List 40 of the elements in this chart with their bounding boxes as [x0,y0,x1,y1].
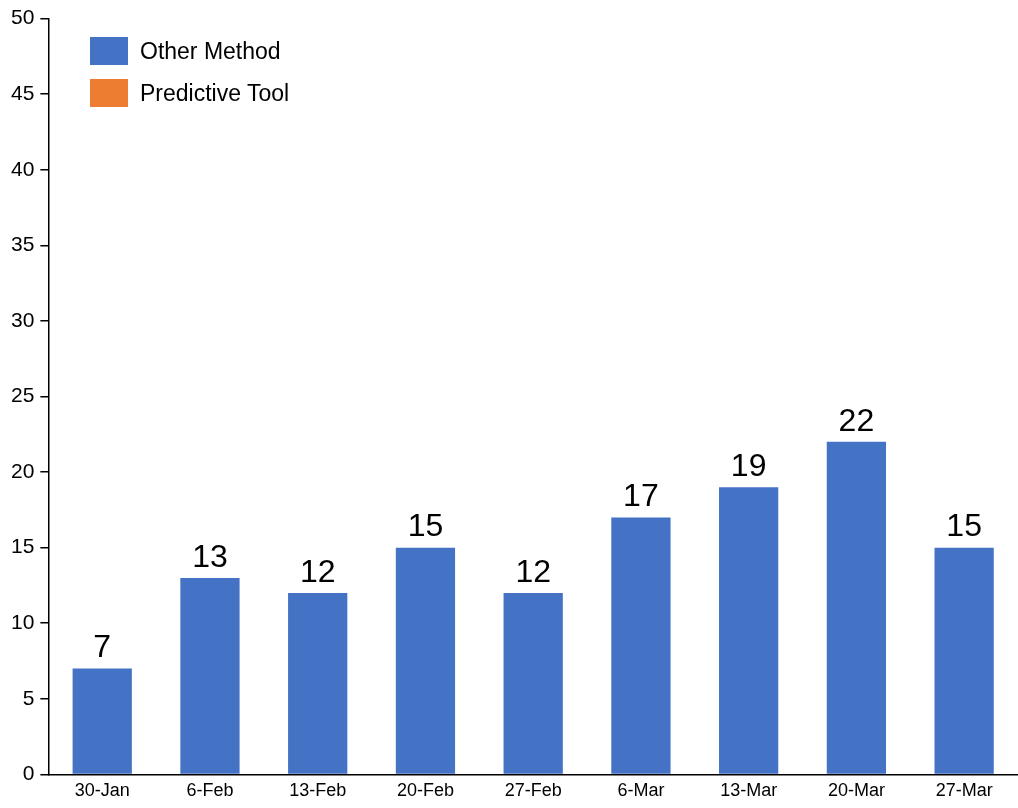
x-tick-label: 6-Mar [617,780,665,801]
y-tick-label: 25 [11,383,35,407]
data-label: 7 [93,628,112,665]
bar [395,547,456,774]
legend-label: Other Method [140,37,281,65]
y-tick-label: 40 [11,156,35,180]
bar [934,547,994,774]
y-tick-label: 30 [11,307,35,331]
y-tick-label: 50 [11,5,35,29]
y-tick-label: 5 [22,685,35,709]
x-tick-label: 30-Jan [74,780,130,801]
y-tick-label: 0 [22,761,35,785]
x-tick-label: 20-Feb [396,780,454,801]
data-label: 13 [192,537,228,574]
data-label: 22 [838,401,875,438]
x-tick-label: 13-Mar [720,780,778,801]
y-tick-label: 20 [11,458,35,482]
bar [719,487,779,774]
bar [611,517,671,774]
y-tick-label: 15 [11,534,35,558]
x-tick-label: 6-Feb [186,780,234,801]
data-label: 12 [299,552,336,589]
data-label: 15 [407,507,444,544]
data-label: 12 [515,552,551,589]
x-tick-label: 27-Mar [935,780,993,801]
data-label: 17 [623,477,659,514]
data-label: 19 [730,447,767,484]
bar [826,441,887,774]
x-tick-label: 20-Mar [827,780,885,801]
data-label: 15 [946,507,982,544]
bar [180,577,240,774]
x-tick-label: 13-Feb [289,780,347,801]
legend-label: Predictive Tool [140,79,290,107]
bar [72,668,132,774]
y-tick-label: 35 [11,232,35,256]
bar [288,593,348,774]
y-tick-label: 45 [11,80,35,104]
bar [503,593,563,774]
y-tick-label: 10 [11,610,35,634]
x-tick-label: 27-Feb [504,780,562,801]
